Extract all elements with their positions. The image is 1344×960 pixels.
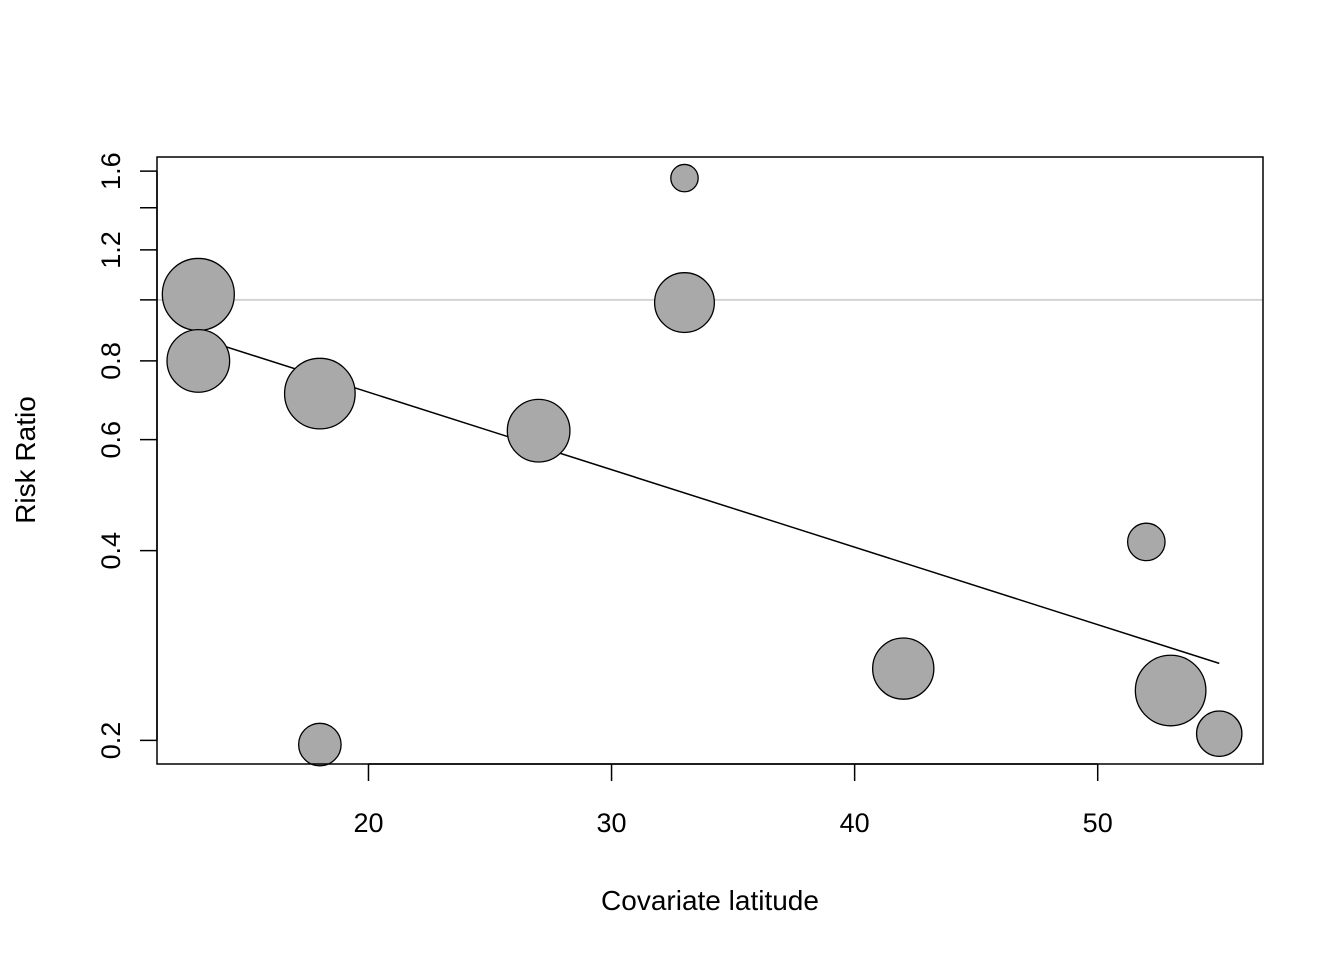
plot-frame bbox=[156, 156, 1264, 765]
x-axis: 20 30 40 50 bbox=[353, 763, 1113, 838]
data-point-11 bbox=[1195, 710, 1243, 757]
data-point-5 bbox=[506, 398, 571, 463]
x-tick-label-50: 50 bbox=[1083, 808, 1113, 838]
reference-layer bbox=[157, 298, 1263, 665]
x-tick-label-20: 20 bbox=[353, 808, 383, 838]
y-tick-label-0-6: 0.6 bbox=[96, 421, 126, 459]
y-axis: 0.2 0.4 0.6 0.8 1.2 1.6 bbox=[96, 152, 158, 760]
y-tick-label-1-2: 1.2 bbox=[96, 231, 126, 269]
data-point-10 bbox=[1134, 654, 1207, 727]
y-tick-label-0-4: 0.4 bbox=[96, 532, 126, 570]
points-layer bbox=[161, 163, 1243, 767]
data-point-4 bbox=[297, 722, 342, 767]
y-tick-label-0-8: 0.8 bbox=[96, 342, 126, 380]
x-tick-label-40: 40 bbox=[840, 808, 870, 838]
x-axis-title: Covariate latitude bbox=[601, 885, 819, 916]
data-point-2 bbox=[166, 328, 231, 393]
data-point-6 bbox=[670, 163, 699, 193]
data-point-1 bbox=[161, 257, 235, 332]
x-tick-label-30: 30 bbox=[597, 808, 627, 838]
data-point-3 bbox=[283, 357, 356, 430]
data-point-7 bbox=[653, 272, 716, 334]
y-tick-label-1-6: 1.6 bbox=[96, 152, 126, 190]
y-tick-label-0-2: 0.2 bbox=[96, 722, 126, 760]
y-axis-title: Risk Ratio bbox=[10, 396, 41, 524]
data-point-8 bbox=[871, 637, 935, 700]
data-point-9 bbox=[1126, 522, 1166, 562]
regression-line bbox=[198, 337, 1220, 665]
